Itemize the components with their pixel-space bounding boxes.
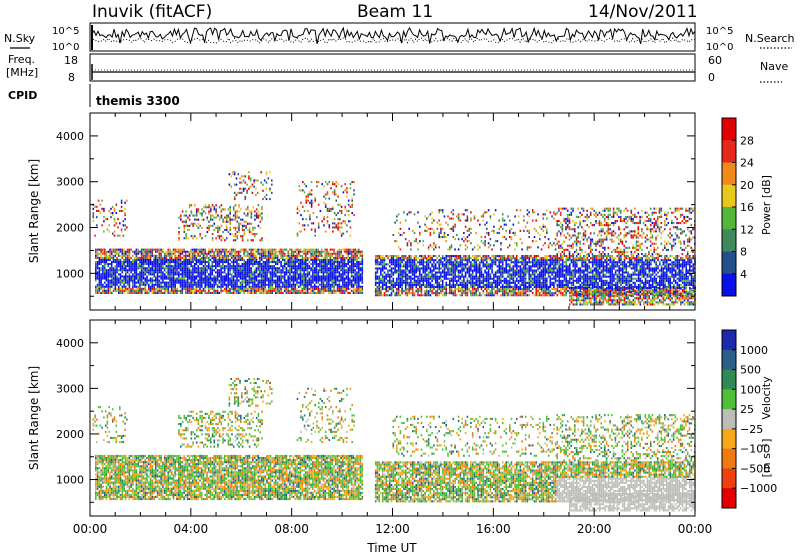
colorbar-tick-label: 500 [740, 364, 761, 377]
velocity-xlabel: Time UT [366, 541, 417, 554]
power-panel: 1000 2000 3000 4000 Slant Range [km] [27, 112, 696, 311]
nave-tick-top: 60 [708, 54, 722, 67]
colorbar-swatch [722, 369, 736, 390]
freq-panel: Freq. [MHz] 18 8 60 0 Nave [6, 53, 788, 84]
y-tick-label: 3000 [56, 176, 84, 189]
colorbar-swatch [722, 162, 736, 186]
colorbar-swatch [722, 207, 736, 230]
x-tick-label: 00:00 [73, 522, 108, 536]
colorbar-tick-label: 1000 [740, 344, 768, 357]
y-tick-label: 4000 [56, 130, 84, 143]
nsearch-tick-top: 10^5 [706, 26, 733, 37]
colorbar-swatch [722, 389, 736, 410]
colorbar-tick-label: −1000 [740, 482, 777, 495]
radar-title: Inuvik (fitACF) [92, 2, 212, 22]
power-axes: 1000 2000 3000 4000 [56, 113, 696, 310]
velocity-data [92, 377, 696, 512]
nsky-panel: N.Sky 10^5 10^0 10^5 10^0 N.Search [4, 22, 795, 53]
velocity-axes: 1000 2000 3000 4000 00:00 04:00 08:00 12:00 16:0… [56, 320, 712, 536]
x-tick-label: 12:00 [375, 522, 410, 536]
colorbar-swatch [722, 409, 736, 430]
nsky-label: N.Sky [4, 32, 36, 45]
colorbar-tick-label: −100 [740, 443, 770, 456]
y-tick-label: 2000 [56, 428, 84, 441]
colorbar-swatch [722, 488, 736, 509]
y-tick-label: 1000 [56, 474, 84, 487]
colorbar-tick-label: 28 [740, 134, 754, 147]
nsky-tick-bottom: 10^0 [52, 42, 79, 53]
colorbar-swatch [722, 428, 736, 450]
y-tick-label: 3000 [56, 382, 84, 395]
nsearch-tick-bottom: 10^0 [706, 42, 733, 53]
velocity-panel: 1000 2000 3000 4000 00:00 04:00 08:00 12:00 16:0… [27, 319, 712, 554]
colorbar-swatch [722, 229, 736, 252]
colorbar-swatch [722, 118, 736, 141]
colorbar-tick-label: −25 [740, 423, 763, 436]
colorbar-swatch [722, 349, 736, 371]
power-colorbar: 28 24 20 16 12 8 4 Power [dB] [721, 117, 773, 297]
x-tick-label: 20:00 [577, 522, 612, 536]
date-title: 14/Nov/2011 [588, 2, 698, 22]
velocity-colorbar-units: [m s⁻¹] [760, 439, 773, 478]
cpid-panel: CPID themis 3300 [8, 84, 180, 108]
x-tick-label: 08:00 [274, 522, 309, 536]
nsky-trace [91, 26, 696, 45]
nave-tick-bottom: 0 [708, 71, 715, 84]
colorbar-tick-label: 24 [740, 157, 754, 170]
velocity-colorbar: 1000 500 100 25 −25 −100 −500 −1000 Velocity [m… [721, 329, 777, 509]
nsky-tick-top: 10^5 [52, 26, 79, 37]
power-ylabel: Slant Range [km] [27, 159, 41, 263]
colorbar-swatch [722, 273, 736, 297]
velocity-colorbar-label: Velocity [760, 376, 773, 420]
beam-title: Beam 11 [357, 2, 433, 22]
colorbar-tick-label: 16 [740, 201, 754, 214]
velocity-ylabel: Slant Range [km] [27, 366, 41, 470]
cpid-label: CPID [8, 89, 37, 102]
x-tick-label: 04:00 [174, 522, 209, 536]
freq-label-line2: [MHz] [6, 66, 38, 79]
colorbar-swatch [722, 140, 736, 163]
power-data [92, 171, 696, 306]
y-tick-label: 4000 [56, 337, 84, 350]
colorbar-swatch [722, 448, 736, 469]
freq-label-line1: Freq. [8, 53, 35, 66]
colorbar-tick-label: 100 [740, 383, 761, 396]
power-colorbar-label: Power [dB] [760, 175, 773, 235]
nsearch-label: N.Search [745, 32, 795, 45]
freq-tick-bottom: 8 [68, 71, 75, 84]
colorbar-tick-label: 25 [740, 403, 754, 416]
colorbar-tick-label: 12 [740, 223, 754, 236]
cpid-value: themis 3300 [96, 94, 180, 108]
y-tick-label: 1000 [56, 267, 84, 280]
nave-label: Nave [760, 60, 788, 73]
colorbar-swatch [722, 330, 736, 351]
nsearch-trace [91, 37, 696, 44]
colorbar-swatch [722, 468, 736, 489]
x-tick-label: 16:00 [476, 522, 511, 536]
colorbar-tick-label: 20 [740, 179, 754, 192]
freq-tick-top: 18 [64, 54, 78, 67]
colorbar-tick-label: 4 [740, 268, 747, 281]
colorbar-swatch [722, 251, 736, 275]
x-tick-label: 00:00 [678, 522, 713, 536]
colorbar-tick-label: −500 [740, 462, 770, 475]
y-tick-label: 2000 [56, 222, 84, 235]
colorbar-swatch [722, 184, 736, 208]
colorbar-tick-label: 8 [740, 246, 747, 259]
